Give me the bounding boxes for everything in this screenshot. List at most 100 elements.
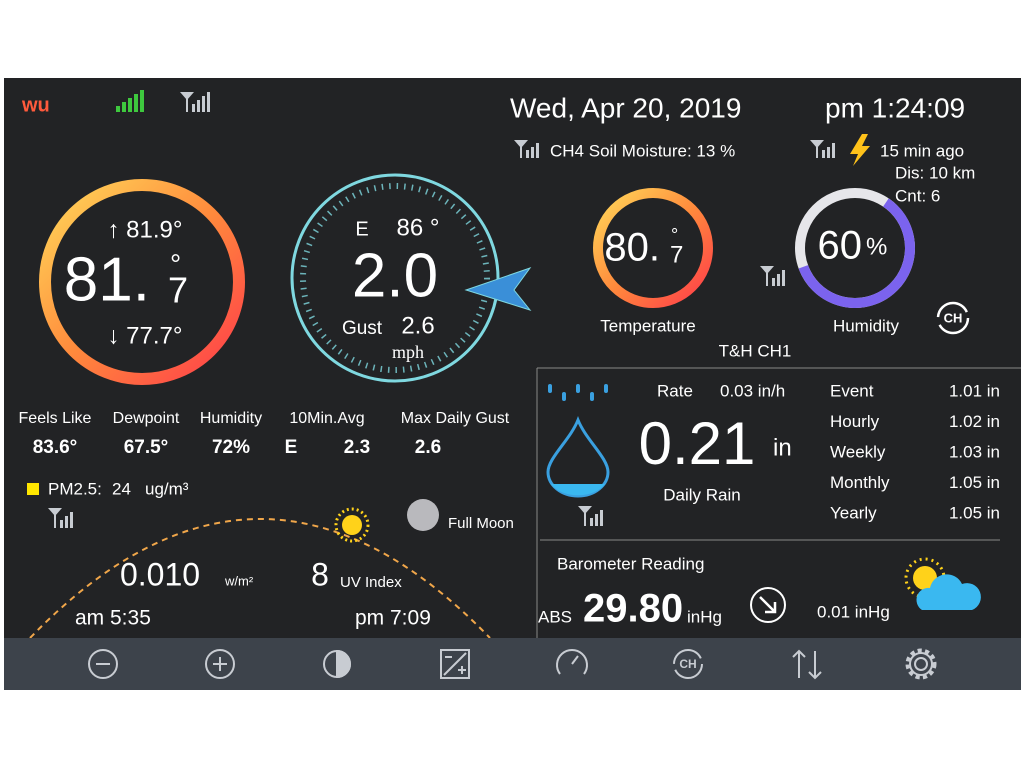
panel: [4, 78, 1021, 690]
stats-row: Feels Like 83.6° Dewpoint 67.5° Humidity 72% 1…: [19, 410, 510, 458]
lightning-icon: [850, 134, 870, 166]
temp-decimal: 7: [168, 270, 188, 311]
channel-button[interactable]: CH: [673, 649, 703, 679]
compass-ring: [290, 173, 500, 383]
rain-rate: 0.03 in/h: [720, 381, 785, 400]
wind-pointer: [464, 267, 532, 311]
moon-icon: [407, 499, 439, 531]
wu-logo: wu: [21, 94, 50, 116]
rain-period: Monthly: [830, 473, 890, 492]
rain-period: Yearly: [830, 503, 877, 522]
stat-value: 2.3: [344, 437, 370, 458]
temp-high: ↑ 81.9°: [108, 216, 183, 243]
toolbar: [4, 638, 1021, 690]
wind-degrees: 86 °: [397, 214, 440, 241]
brightness-button[interactable]: [440, 649, 470, 679]
contrast-button[interactable]: [323, 649, 351, 679]
stat-label: Dewpoint: [113, 410, 180, 427]
sunset: pm 7:09: [355, 607, 431, 630]
rain-amount: 1.03 in: [949, 442, 1000, 461]
wind-direction: E: [355, 218, 368, 240]
soil-signal: [514, 140, 539, 158]
rain-table: Event 1.01 in Hourly 1.02 in Weekly 1.03 in Mo…: [830, 381, 1000, 522]
trend-icon: [750, 587, 786, 623]
svg-text:CH: CH: [679, 657, 696, 671]
stat-value: 83.6°: [33, 437, 78, 458]
pm25-value: 24: [112, 479, 131, 498]
indoor-temp-ring: [593, 188, 713, 308]
rain-period: Event: [830, 381, 874, 400]
rain-gauge-icon: [546, 415, 610, 498]
temp-low: ↓ 77.7°: [108, 322, 183, 349]
temp-unit: °: [170, 248, 181, 279]
stat-label: Feels Like: [19, 410, 92, 427]
gust: 2.6: [401, 312, 434, 339]
sunrise: am 5:35: [75, 607, 151, 630]
th-signal: [760, 266, 785, 286]
rain-daily-label: Daily Rain: [663, 485, 740, 504]
barometer-unit: inHg: [687, 607, 722, 626]
stat-label: Max Daily Gust: [401, 410, 510, 427]
signal-bars: [116, 90, 144, 112]
channel-icon: CH: [936, 301, 970, 335]
uv: 8: [311, 556, 329, 592]
moon-phase: Full Moon: [448, 515, 514, 532]
pm25-label: PM2.5:: [48, 479, 102, 498]
rain-daily: 0.21: [639, 410, 756, 477]
barometer-trend: 0.01 inHg: [817, 602, 890, 621]
rain-period: Hourly: [830, 412, 880, 431]
rain-signal: [578, 506, 603, 526]
pm25-signal: [48, 508, 73, 528]
forecast-icon: [904, 557, 981, 610]
uv-label: UV Index: [340, 574, 402, 591]
stat-label: 10Min.Avg: [289, 410, 364, 427]
date: Wed, Apr 20, 2019: [510, 92, 741, 123]
barometer-value: 29.80: [583, 587, 683, 631]
pm25-unit: ug/m³: [145, 479, 189, 498]
gauge-button[interactable]: [556, 649, 588, 675]
outdoor-ring: [39, 179, 245, 385]
rain-daily-unit: in: [773, 434, 792, 461]
indoor-temp-unit: °: [671, 225, 678, 245]
zoom-in-button[interactable]: [205, 649, 235, 679]
abs-label: ABS: [538, 607, 572, 626]
lightning-last: 15 min ago: [880, 141, 964, 160]
sensor-signal: [180, 92, 210, 112]
sun-path: [29, 518, 491, 639]
indoor-temp-label: Temperature: [600, 316, 695, 335]
zoom-out-button[interactable]: [88, 649, 118, 679]
indoor-temp-decimal: 7: [670, 241, 683, 268]
humidity-label: Humidity: [833, 316, 900, 335]
solar-unit: w/m²: [224, 573, 254, 588]
lightning-distance: Dis: 10 km: [895, 163, 975, 182]
pm25-swatch: [27, 483, 39, 495]
rain-amount: 1.05 in: [949, 503, 1000, 522]
lightning-count: Cnt: 6: [895, 186, 940, 205]
stat-label: Humidity: [200, 410, 262, 427]
soil-moisture: CH4 Soil Moisture: 13 %: [550, 141, 735, 160]
rain-amount: 1.05 in: [949, 473, 1000, 492]
sort-button[interactable]: [792, 649, 822, 680]
stat-value: E: [285, 437, 298, 458]
rain-rate-label: Rate: [657, 381, 693, 400]
stat-value: 2.6: [415, 437, 441, 458]
indoor-temp-whole: 80.: [604, 226, 660, 270]
stat-value: 72%: [212, 437, 250, 458]
wind-unit: mph: [392, 342, 424, 362]
stat-value: 67.5°: [124, 437, 169, 458]
svg-text:CH: CH: [944, 310, 963, 325]
time: pm 1:24:09: [825, 92, 965, 123]
temp-whole: 81.: [64, 245, 150, 314]
compass-ticks: [300, 183, 490, 373]
barometer-label: Barometer Reading: [557, 554, 704, 573]
lightning-signal: [810, 140, 835, 158]
solar: 0.010: [120, 556, 200, 592]
rain-amount: 1.01 in: [949, 381, 1000, 400]
humidity-unit: %: [866, 233, 887, 260]
channel: T&H CH1: [719, 341, 792, 360]
wind-speed: 2.0: [352, 241, 438, 310]
sun-icon: [334, 507, 370, 543]
settings-button[interactable]: [905, 648, 937, 680]
rain-period: Weekly: [830, 442, 886, 461]
